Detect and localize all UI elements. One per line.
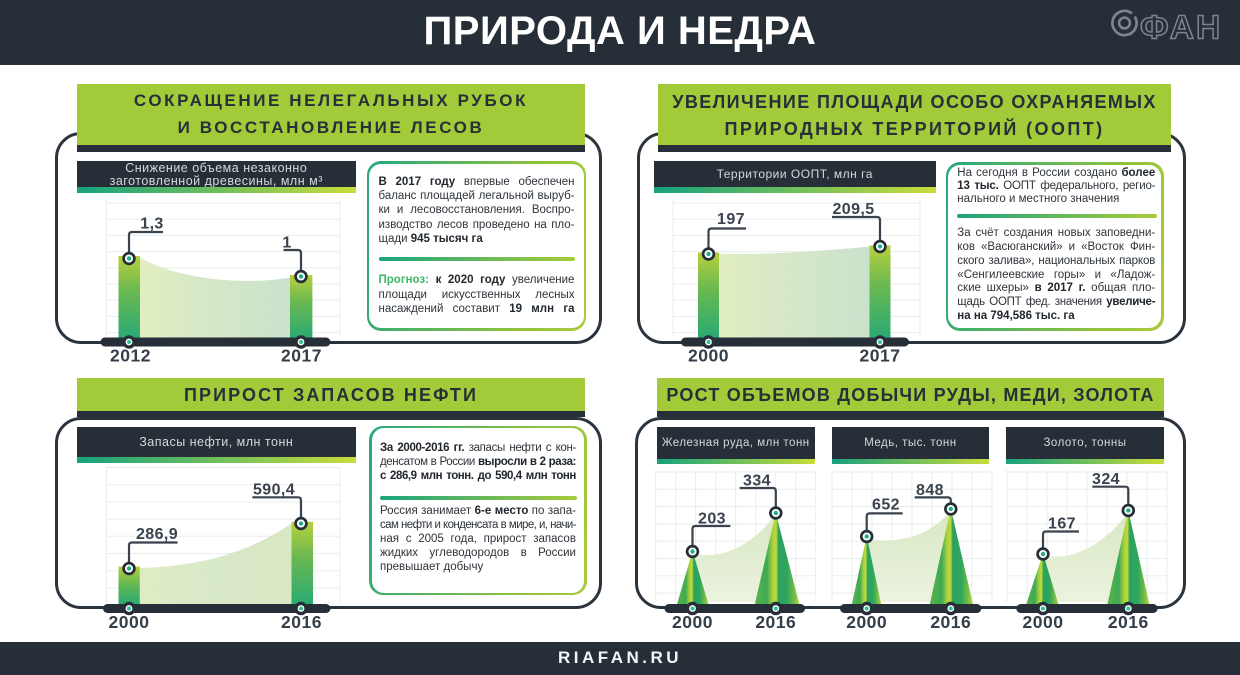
svg-text:167: 167 (1048, 516, 1076, 533)
svg-text:2017: 2017 (281, 346, 322, 366)
svg-text:197: 197 (717, 211, 745, 228)
svg-text:2012: 2012 (110, 346, 151, 366)
svg-text:2000: 2000 (109, 612, 150, 632)
svg-text:2000: 2000 (1023, 612, 1064, 632)
svg-text:209,5: 209,5 (832, 201, 874, 218)
svg-text:2000: 2000 (672, 612, 713, 632)
svg-text:652: 652 (872, 497, 900, 514)
svg-text:1: 1 (282, 235, 291, 252)
svg-text:203: 203 (698, 511, 726, 528)
svg-text:2016: 2016 (755, 612, 796, 632)
svg-text:324: 324 (1092, 471, 1120, 488)
svg-text:2000: 2000 (688, 346, 729, 366)
svg-text:2016: 2016 (281, 612, 322, 632)
svg-text:2000: 2000 (846, 612, 887, 632)
svg-text:2017: 2017 (860, 346, 901, 366)
svg-text:1,3: 1,3 (140, 216, 163, 233)
svg-text:286,9: 286,9 (136, 526, 178, 543)
svg-text:2016: 2016 (930, 612, 971, 632)
svg-text:ФАН: ФАН (1140, 10, 1222, 46)
svg-text:590,4: 590,4 (253, 482, 295, 499)
svg-text:848: 848 (916, 482, 944, 499)
svg-text:2016: 2016 (1108, 612, 1149, 632)
svg-text:334: 334 (743, 473, 771, 490)
